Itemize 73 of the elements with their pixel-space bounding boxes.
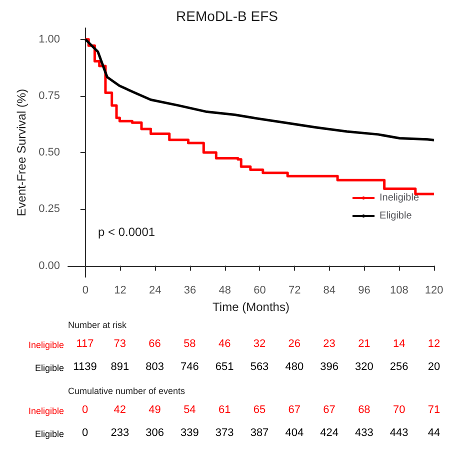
x-tick-label: 96	[358, 284, 370, 297]
text: 0	[82, 426, 88, 440]
text: 233	[110, 426, 130, 440]
text: 12	[428, 337, 440, 351]
text: 14	[392, 337, 406, 351]
x-tick-label: 24	[149, 284, 162, 297]
text: 306	[146, 426, 164, 440]
y-tick-label: 1.00	[38, 33, 60, 46]
text: 396	[320, 360, 338, 374]
text: 256	[390, 360, 408, 374]
text: 746	[180, 360, 199, 374]
legend-label: Eligible	[380, 210, 412, 222]
text: 65	[253, 403, 266, 417]
text: 117	[76, 337, 94, 351]
text: 58	[184, 337, 196, 351]
text: 1139	[73, 360, 97, 374]
text: 433	[355, 426, 374, 440]
text: 70	[392, 403, 406, 417]
x-tick-label: 36	[184, 284, 196, 297]
x-axis-title: Time (Months)	[212, 300, 290, 314]
x-tick-label: 108	[390, 284, 408, 297]
text: 26	[288, 337, 301, 351]
chart-title: REMoDL-B EFS	[176, 8, 278, 24]
text: 443	[390, 426, 408, 440]
text: Cumulative number of events	[68, 386, 186, 396]
text: 23	[323, 337, 336, 351]
x-tick-label: 72	[288, 284, 301, 297]
category-label: Ineligible	[28, 340, 64, 350]
category-label: Eligible	[34, 363, 64, 373]
x-tick-label: 120	[424, 284, 444, 297]
text: 339	[180, 426, 199, 440]
text: 68	[358, 403, 370, 417]
text: 803	[146, 360, 164, 374]
text: 21	[358, 337, 370, 351]
category-label: Ineligible	[28, 406, 64, 416]
y-axis-title: Event-Free Survival (%)	[14, 88, 29, 216]
text: 71	[428, 403, 440, 417]
text: 67	[288, 403, 301, 417]
text: 20	[428, 360, 440, 374]
text: 44	[428, 426, 440, 440]
line-series	[84, 38, 436, 142]
annotation: p < 0.0001	[98, 225, 156, 239]
x-tick-label: 0	[82, 284, 88, 297]
text: 46	[218, 337, 231, 351]
x-tick-label: 48	[218, 284, 231, 297]
text: 0	[82, 403, 88, 417]
text: 651	[215, 360, 234, 374]
text: Number at risk	[68, 320, 127, 330]
legend-label: Ineligible	[380, 192, 420, 204]
text: 42	[114, 403, 126, 417]
text: 404	[285, 426, 304, 440]
x-tick-label: 84	[323, 284, 336, 297]
text: 73	[114, 337, 126, 351]
text: 49	[148, 403, 161, 417]
category-label: Eligible	[34, 429, 64, 439]
text: 480	[285, 360, 304, 374]
text: 32	[253, 337, 266, 351]
text: 54	[184, 403, 196, 417]
x-tick-label: 12	[114, 284, 126, 297]
y-tick-label: 0.75	[38, 90, 60, 102]
text: 891	[110, 360, 130, 374]
y-tick-label: 0.00	[38, 260, 60, 272]
text: 387	[250, 426, 269, 440]
y-tick-label: 0.50	[38, 146, 60, 159]
x-tick-label: 60	[254, 284, 266, 297]
text: 424	[320, 426, 338, 440]
text: 67	[323, 403, 336, 417]
text: 563	[250, 360, 269, 374]
text: 373	[215, 426, 234, 440]
y-tick-label: 0.25	[38, 203, 60, 216]
text: 61	[218, 403, 231, 417]
text: 66	[148, 337, 161, 351]
text: 320	[355, 360, 374, 374]
